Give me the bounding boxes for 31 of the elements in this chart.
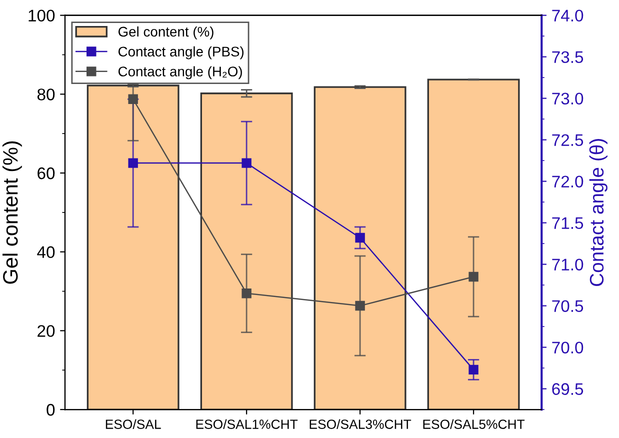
x-tick-label: ESO/SAL5%CHT: [423, 419, 525, 429]
y2-tick-label: 71.0: [552, 258, 584, 270]
x-tick-label: ESO/SAL1%CHT: [196, 419, 298, 429]
y-tick-label: 20: [38, 325, 55, 337]
y2-tick-label: 73.5: [552, 51, 584, 64]
y2-axis-title: Contact angle (θ): [589, 139, 608, 286]
y-axis-title: Gel content (%): [2, 141, 22, 284]
point: [468, 364, 478, 375]
x-tick-label: ESO/SAL: [106, 419, 161, 429]
legend-label: Contact angle (H₂O): [118, 66, 242, 80]
x-tick-label: ESO/SAL3%CHT: [310, 419, 412, 429]
y2-tick-label: 72.5: [552, 134, 584, 146]
point: [355, 300, 365, 311]
y2-tick-label: 70.5: [552, 300, 584, 312]
y2-tick-label: 74.0: [552, 10, 584, 22]
y2-tick-label: 71.5: [552, 217, 584, 230]
y-tick-label: 60: [38, 167, 55, 180]
point: [242, 158, 252, 168]
point: [355, 232, 365, 243]
y-tick-label: 40: [37, 246, 55, 258]
y-tick-label: 80: [37, 88, 55, 100]
y2-tick-label: 72.0: [552, 176, 584, 188]
y2-tick-label: 73.0: [552, 92, 584, 105]
legend-label: Gel content (%): [118, 26, 214, 40]
y-tick-label: 0: [46, 404, 55, 416]
point: [128, 158, 138, 168]
y-tick-label: 100: [28, 10, 55, 22]
legend-label: Contact angle (PBS): [118, 46, 244, 60]
point: [468, 272, 478, 282]
y2-tick-label: 70.0: [552, 342, 584, 354]
y2-tick-label: 69.5: [552, 383, 584, 395]
